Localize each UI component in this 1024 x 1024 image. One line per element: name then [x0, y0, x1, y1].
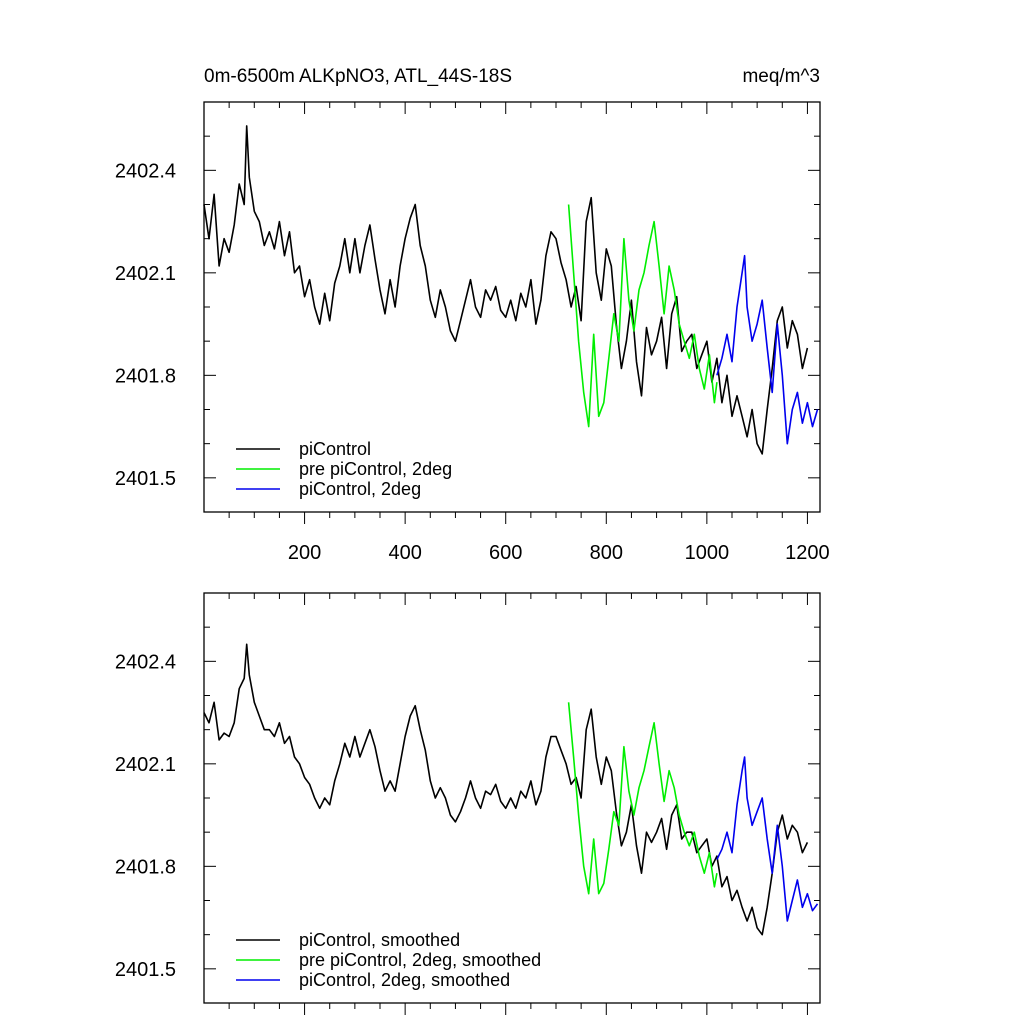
legend-label: piControl, smoothed: [299, 930, 460, 950]
y-tick-label: 2402.1: [115, 263, 176, 285]
x-tick-label: 400: [388, 542, 421, 564]
series-line-3: [716, 756, 819, 922]
x-tick-label: 1200: [785, 542, 830, 564]
plot-frame: [203, 592, 821, 1004]
x-tick-label: 200: [288, 542, 321, 564]
series-line-2: [567, 204, 718, 428]
legend-label: pre piControl, 2deg: [299, 459, 452, 479]
x-tick-label: 600: [489, 542, 522, 564]
y-tick-label: 2402.4: [115, 160, 176, 182]
series-line-1: [203, 125, 809, 455]
y-tick-label: 2402.1: [115, 754, 176, 776]
chart-title: 0m-6500m ALKpNO3, ATL_44S-18S: [204, 66, 512, 87]
plot-panel-1: 2401.5 2401.8 2402.1 2402.4 200 400 600 800 1000…: [115, 101, 830, 564]
series-line-2: [567, 702, 718, 895]
legend-label: pre piControl, 2deg, smoothed: [299, 950, 541, 970]
y-tick-label: 2401.5: [115, 959, 176, 981]
y-tick-label: 2401.8: [115, 365, 176, 387]
plot-panel-2: 2401.5 2401.8 2402.1 2402.4 piControl, smoot…: [115, 592, 821, 1015]
x-tick-label: 1000: [685, 542, 730, 564]
y-tick-label: 2402.4: [115, 651, 176, 673]
legend-label: piControl, 2deg: [299, 479, 421, 499]
x-tick-label: 800: [590, 542, 623, 564]
series-line-3: [716, 254, 819, 445]
chart-units: meq/m^3: [742, 66, 820, 87]
y-tick-label: 2401.8: [115, 856, 176, 878]
legend-label: piControl, 2deg, smoothed: [299, 970, 510, 990]
legend-label: piControl: [299, 439, 371, 459]
y-tick-label: 2401.5: [115, 468, 176, 490]
series-line-1: [203, 643, 809, 936]
plot-panels: 2401.5 2401.8 2402.1 2402.4 200 400 600 800 1000…: [115, 101, 830, 1015]
